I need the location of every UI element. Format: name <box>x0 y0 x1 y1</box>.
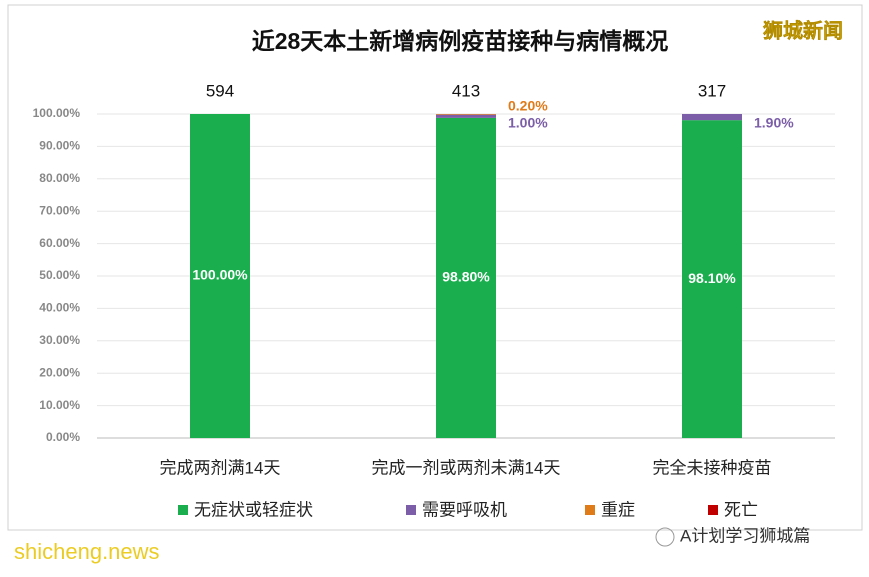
y-tick-label: 60.00% <box>39 236 80 250</box>
legend-marker <box>708 505 718 515</box>
y-tick-label: 50.00% <box>39 268 80 282</box>
data-label: 98.80% <box>442 269 490 285</box>
wechat-icon <box>655 527 675 547</box>
y-tick-label: 40.00% <box>39 301 80 315</box>
bar-segment <box>190 114 250 438</box>
y-tick-label: 70.00% <box>39 203 80 217</box>
y-tick-label: 20.00% <box>39 365 80 379</box>
legend-marker <box>178 505 188 515</box>
total-label: 594 <box>206 81 234 100</box>
account-name: A计划学习狮城篇 <box>680 526 810 545</box>
chart-title: 近28天本土新增病例疫苗接种与病情概况 <box>252 28 669 54</box>
y-tick-label: 80.00% <box>39 171 80 185</box>
data-label: 98.10% <box>688 270 736 286</box>
data-label: 0.20% <box>508 98 548 114</box>
legend-label: 死亡 <box>724 500 758 519</box>
bar-segment <box>682 120 742 438</box>
total-label: 317 <box>698 81 726 100</box>
y-tick-label: 100.00% <box>33 106 81 120</box>
watermark: 狮城新闻 <box>763 18 843 42</box>
data-label: 100.00% <box>192 267 248 283</box>
y-tick-label: 30.00% <box>39 333 80 347</box>
x-tick-label: 完成两剂满14天 <box>160 458 281 477</box>
legend-label: 无症状或轻症状 <box>194 500 313 519</box>
data-label: 1.90% <box>754 115 794 131</box>
y-tick-label: 0.00% <box>46 430 80 444</box>
legend-marker <box>585 505 595 515</box>
x-tick-label: 完全未接种疫苗 <box>653 458 772 477</box>
y-tick-label: 10.00% <box>39 398 80 412</box>
legend-label: 需要呼吸机 <box>422 500 507 519</box>
watermark: shicheng.news <box>14 539 160 564</box>
total-label: 413 <box>452 81 480 100</box>
y-tick-label: 90.00% <box>39 139 80 153</box>
bar-segment <box>436 117 496 438</box>
bar-segment <box>436 114 496 115</box>
legend-marker <box>406 505 416 515</box>
x-tick-label: 完成一剂或两剂未满14天 <box>372 458 561 477</box>
data-label: 1.00% <box>508 115 548 131</box>
legend-label: 重症 <box>601 500 635 519</box>
bar-segment <box>682 114 742 121</box>
bar-segment <box>436 114 496 118</box>
